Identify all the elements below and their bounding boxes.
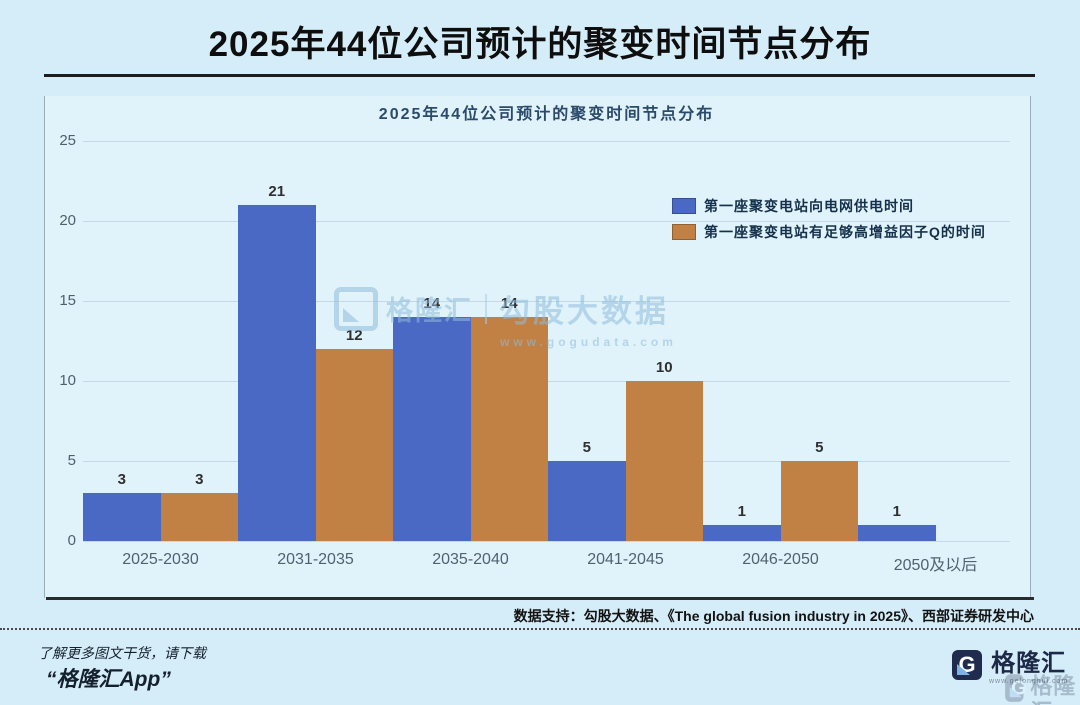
x-axis-category-label: 2046-2050 [742, 551, 819, 568]
legend-label: 第一座聚变电站向电网供电时间 [704, 198, 914, 214]
logo-letter: G [1011, 676, 1027, 700]
promo-app-name: “格隆汇App” [46, 668, 171, 691]
y-axis-tick-label: 0 [67, 532, 76, 549]
dotted-divider [0, 628, 1080, 630]
bar-value-label: 3 [195, 471, 204, 488]
bar [548, 461, 626, 541]
watermark-divider [485, 293, 487, 324]
gelonghui-logo-icon: G [1005, 674, 1027, 702]
y-axis-tick-label: 5 [67, 452, 76, 469]
bar [160, 493, 238, 541]
bar-value-label: 1 [737, 503, 746, 520]
gridline [83, 141, 1010, 142]
bar [470, 317, 548, 541]
legend-item: 第一座聚变电站有足够高增益因子Q的时间 [672, 222, 986, 242]
gogudata-logo-icon [334, 286, 378, 331]
y-axis-tick-label: 15 [59, 292, 76, 309]
bar-value-label: 1 [892, 503, 901, 520]
gelonghui-logo: G 格隆汇 www.gelonghui.com [952, 650, 1068, 685]
gridline [83, 221, 1010, 222]
bar [315, 349, 393, 541]
chart-title: 2025年44位公司预计的聚变时间节点分布 [378, 106, 715, 123]
bar [858, 525, 936, 541]
legend-swatch [672, 198, 696, 214]
bar [625, 381, 703, 541]
watermark-product: 勾股大数据 [499, 294, 669, 329]
bar [393, 317, 471, 541]
logo-brand-text: 格隆汇 [1030, 674, 1077, 705]
bar-value-label: 21 [268, 183, 286, 200]
watermark-brand: 格隆汇 [386, 296, 473, 326]
legend-label: 第一座聚变电站有足够高增益因子Q的时间 [704, 224, 986, 240]
x-axis-category-label: 2041-2045 [587, 551, 664, 568]
legend-swatch [672, 224, 696, 240]
bar-value-label: 12 [345, 327, 363, 344]
watermark-url: www.gogudata.com [500, 335, 677, 349]
legend-item: 第一座聚变电站向电网供电时间 [672, 196, 986, 216]
bar [780, 461, 858, 541]
gridline [83, 301, 1010, 302]
bar-value-label: 5 [582, 439, 591, 456]
y-axis-tick-label: 20 [59, 212, 76, 229]
bar [703, 525, 781, 541]
bar-value-label: 14 [423, 295, 441, 312]
bar-value-label: 14 [500, 295, 518, 312]
logo-url-text: www.gelonghui.com [989, 678, 1069, 685]
x-axis-category-label: 2031-2035 [277, 551, 354, 568]
gridline [83, 541, 1010, 542]
center-watermark: 格隆汇 勾股大数据 www.gogudata.com [334, 286, 677, 349]
bar-value-label: 3 [117, 471, 126, 488]
y-axis-tick-label: 25 [59, 132, 76, 149]
bar [238, 205, 316, 541]
x-axis-category-label: 2050及以后 [893, 557, 978, 574]
x-axis-category-label: 2025-2030 [122, 551, 199, 568]
promo-text: 了解更多图文干货，请下载 [38, 645, 206, 661]
bar-value-label: 5 [815, 439, 824, 456]
bar-value-label: 10 [655, 359, 673, 376]
x-axis-category-label: 2035-2040 [432, 551, 509, 568]
logo-brand-text: 格隆汇 [991, 650, 1067, 677]
gelonghui-logo-icon: G [952, 650, 982, 680]
legend: 第一座聚变电站向电网供电时间第一座聚变电站有足够高增益因子Q的时间 [672, 196, 986, 248]
bar [83, 493, 161, 541]
page-title: 2025年44位公司预计的聚变时间节点分布 [208, 25, 872, 64]
data-source-text: 数据支持：勾股大数据、《The global fusion industry i… [513, 608, 1034, 624]
title-divider [44, 74, 1035, 77]
gelonghui-logo-watermark: G 格隆汇 [1005, 674, 1077, 705]
logo-triangle-icon [1009, 687, 1022, 698]
panel-bottom-divider [46, 597, 1034, 600]
logo-triangle-icon [957, 664, 970, 675]
y-axis-tick-label: 10 [59, 372, 76, 389]
